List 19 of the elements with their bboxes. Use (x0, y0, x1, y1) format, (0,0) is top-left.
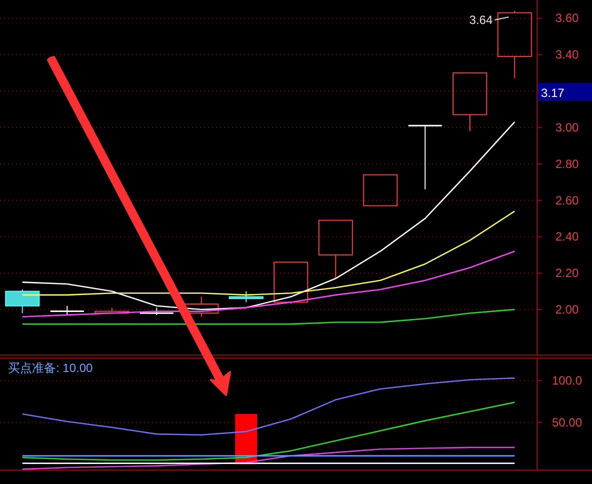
annotation: 3.64 (469, 13, 493, 27)
y-tick-label: 3.40 (555, 48, 579, 62)
y-tick-label: 100.0 (552, 374, 582, 388)
y-tick-label: 3.60 (555, 11, 579, 26)
line-series (22, 121, 516, 310)
y-tick-label: 2.00 (555, 302, 579, 316)
y-tick-label: 2.60 (555, 193, 579, 208)
y-tick-label: 50.00 (552, 415, 582, 430)
line-series (22, 402, 516, 461)
annotation: 买点准备: 10.00 (8, 361, 94, 375)
line-series (22, 308, 516, 325)
line-series (22, 250, 516, 318)
y-tick-label: 2.80 (555, 156, 579, 171)
text: 3.17 (541, 86, 565, 100)
y-tick-label: 2.40 (555, 230, 579, 244)
y-tick-label: 2.20 (555, 266, 579, 280)
line-series (22, 377, 516, 436)
y-tick-label: 3.00 (555, 120, 579, 134)
line-series (22, 446, 516, 470)
